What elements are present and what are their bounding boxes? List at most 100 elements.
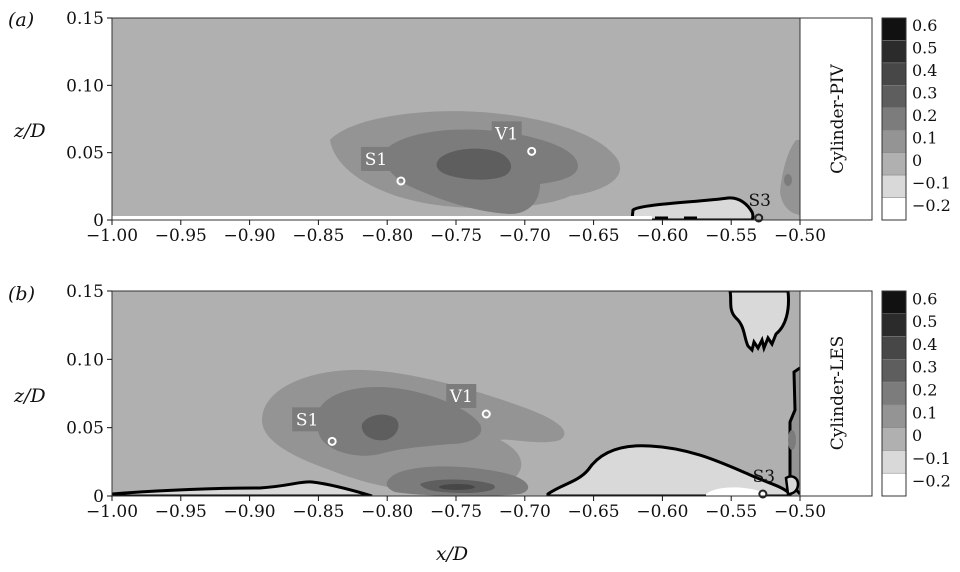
panel-a-wall-strip xyxy=(112,216,652,220)
colorbar-segment xyxy=(881,152,907,176)
colorbar-segment xyxy=(881,313,907,337)
x-tick-label: −0.85 xyxy=(292,502,344,522)
x-tick-label: −0.95 xyxy=(155,226,207,246)
panel-b-y-axis: 0 0.05 0.10 0.15 xyxy=(66,282,112,507)
x-tick-label: −0.60 xyxy=(636,226,688,246)
point-marker-s3 xyxy=(754,213,764,223)
panel-b-colorbar: 0.6 0.5 0.4 0.3 0.2 0.1 0 −0.1 −0.2 xyxy=(881,289,951,497)
y-tick-label: 0.10 xyxy=(66,350,104,370)
colorbar-segment xyxy=(881,336,907,360)
y-tick-label: 0 xyxy=(93,211,104,231)
panel-a-points: S1 V1 S3 xyxy=(360,121,771,223)
x-tick-label: −0.50 xyxy=(774,502,826,522)
x-tick-label: −0.75 xyxy=(430,226,482,246)
panel-a-negative-region xyxy=(630,196,755,220)
panel-b-x-axis: −1.00 −0.95 −0.90 −0.85 −0.80 −0.75 −0.70 −0.65… xyxy=(86,496,826,522)
colorbar-label: 0.6 xyxy=(912,16,937,35)
colorbar-label: 0.2 xyxy=(912,106,937,125)
panel-b-side-label: Cylinder-LES xyxy=(828,336,848,451)
colorbar-label: 0.1 xyxy=(912,128,937,147)
panel-a-side-box xyxy=(799,17,873,221)
colorbar-segment xyxy=(881,359,907,383)
x-tick-label: −0.85 xyxy=(292,226,344,246)
colorbar-frame xyxy=(881,290,907,497)
panel-b-wall-pocket xyxy=(706,487,768,496)
colorbar-segment xyxy=(881,107,907,131)
panel-b-contour-level-0.4 xyxy=(439,484,475,490)
x-tick-label: −0.75 xyxy=(430,502,482,522)
colorbar-segment xyxy=(881,427,907,451)
x-tick-label: −0.95 xyxy=(155,502,207,522)
y-tick-label: 0.15 xyxy=(66,282,104,302)
point-marker-s1 xyxy=(327,436,337,446)
point-label-box xyxy=(360,146,391,171)
panel-a-colorbar: 0.6 0.5 0.4 0.3 0.2 0.1 0 −0.1 −0.2 xyxy=(881,16,951,221)
x-tick-label: −0.70 xyxy=(499,502,551,522)
point-marker-v1 xyxy=(527,146,537,156)
colorbar-segment xyxy=(881,85,907,109)
panel-a-x-axis: −1.00 −0.95 −0.90 −0.85 −0.80 −0.75 −0.70 −0.65… xyxy=(86,220,826,246)
point-label-v1: V1 xyxy=(449,387,473,407)
colorbar-segment xyxy=(881,40,907,64)
point-label-v1: V1 xyxy=(494,124,518,144)
point-marker-s1 xyxy=(396,176,406,186)
y-tick-label: 0.15 xyxy=(66,9,104,29)
point-marker-s3 xyxy=(758,489,768,499)
point-label-box xyxy=(292,407,323,432)
colorbar-label: 0.2 xyxy=(912,381,937,400)
panel-b-side-box xyxy=(799,290,873,497)
point-label-s1: S1 xyxy=(365,150,387,170)
x-tick-label: −0.65 xyxy=(568,502,620,522)
panel-a-y-axis: 0 0.05 0.10 0.15 xyxy=(66,9,112,231)
panel-a-contour-right-core xyxy=(784,174,792,186)
point-marker-v1 xyxy=(481,409,491,419)
colorbar-segment xyxy=(881,290,907,315)
colorbar-label: 0.6 xyxy=(912,289,937,308)
colorbar-segment xyxy=(881,197,907,221)
y-tick-label: 0.05 xyxy=(66,419,104,439)
colorbar-label: 0.1 xyxy=(912,403,937,422)
colorbar-segment xyxy=(881,472,907,497)
x-tick-label: −0.60 xyxy=(636,502,688,522)
panel-b-negative-region-top-right xyxy=(728,291,790,353)
panel-b-negative-region-bottom-right xyxy=(546,444,792,496)
colorbar-segment xyxy=(881,17,907,41)
x-tick-label: −0.65 xyxy=(568,226,620,246)
point-label-s3: S3 xyxy=(753,467,775,487)
panel-b-ylabel: z/D xyxy=(13,385,46,407)
point-label-box xyxy=(491,121,522,146)
panel-a-ylabel: z/D xyxy=(13,120,46,142)
colorbar-label: 0.3 xyxy=(912,84,937,103)
panel-b-points: S1 V1 S3 xyxy=(292,384,775,499)
panel-a-contour-level-0.3 xyxy=(436,148,512,180)
x-tick-label: −0.90 xyxy=(224,502,276,522)
colorbar-label: −0.2 xyxy=(912,196,951,215)
colorbar-label: 0.4 xyxy=(912,335,937,354)
x-tick-label: −0.55 xyxy=(705,226,757,246)
colorbar-label: 0.5 xyxy=(912,39,937,58)
x-tick-label: −0.70 xyxy=(499,226,551,246)
panel-a-label: (a) xyxy=(8,9,34,31)
colorbar-label: −0.1 xyxy=(912,449,951,468)
colorbar-label: 0.5 xyxy=(912,312,937,331)
colorbar-frame xyxy=(881,17,907,221)
colorbar-segment xyxy=(881,129,907,153)
y-tick-label: 0.10 xyxy=(66,76,104,96)
panel-b-contour-level-0.2 xyxy=(316,387,482,456)
panel-b-contour-level-0.3 xyxy=(361,414,399,441)
x-tick-label: −0.50 xyxy=(774,226,826,246)
panel-b-contour-right-core xyxy=(788,430,796,450)
x-tick-label: −0.90 xyxy=(224,226,276,246)
panel-b-negative-region-bottom-left xyxy=(112,480,373,496)
colorbar-label: 0.4 xyxy=(912,61,937,80)
x-tick-label: −0.80 xyxy=(361,502,413,522)
colorbar-segment xyxy=(881,62,907,86)
colorbar-segment xyxy=(881,381,907,406)
colorbar-label: 0.3 xyxy=(912,358,937,377)
panel-b: Cylinder-LES −1.00 −0.95 −0.90 −0.85 −0.80 −0… xyxy=(8,282,951,565)
point-label-box xyxy=(446,384,477,408)
point-label-s3: S3 xyxy=(748,191,770,211)
colorbar-label: −0.1 xyxy=(912,173,951,192)
panel-b-contour-right-tail xyxy=(784,475,800,496)
colorbar-label: 0 xyxy=(912,426,922,445)
